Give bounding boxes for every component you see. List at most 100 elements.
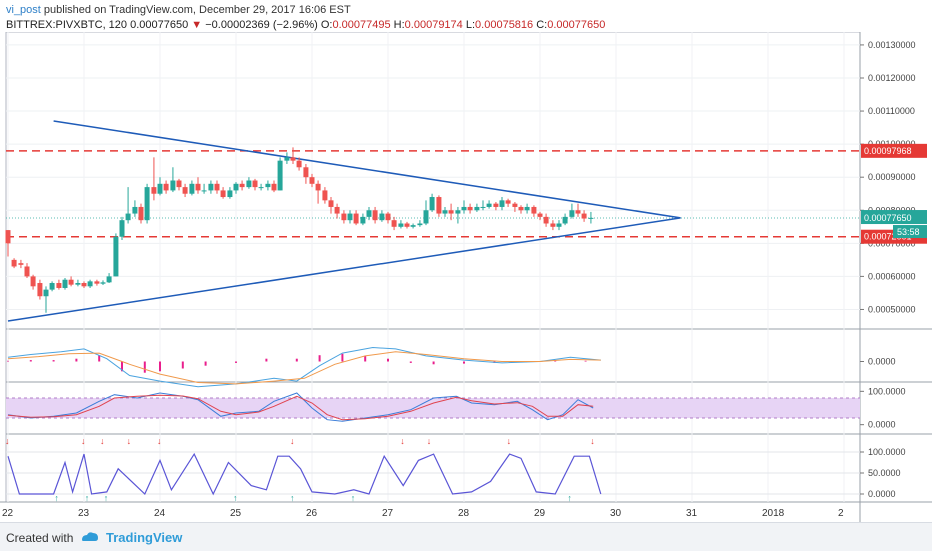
- tradingview-brand[interactable]: TradingView: [106, 530, 183, 545]
- y-tick-label: 0.00110000: [868, 106, 915, 116]
- candle-body: [537, 213, 543, 217]
- osc-line: [7, 452, 602, 496]
- candle-body: [49, 283, 55, 290]
- close-label: C:: [536, 19, 548, 31]
- candle-body: [410, 225, 416, 227]
- candle-body: [322, 190, 328, 201]
- change-value: −0.00002369 (−2.96%): [205, 19, 318, 31]
- candle-body: [18, 263, 24, 265]
- candle-body: [442, 210, 448, 214]
- sell-arrow-icon: ↓: [81, 436, 86, 446]
- sell-arrow-icon: ↓: [100, 436, 105, 446]
- last-price-tag-label: 0.00077650: [864, 213, 912, 223]
- osc-tick-label: 0.0000: [868, 489, 896, 499]
- candle-body: [531, 206, 537, 214]
- candle-body: [5, 230, 11, 244]
- countdown-label: 53:58: [897, 227, 920, 237]
- close-value: 0.00077650: [547, 19, 606, 31]
- candle-body: [512, 203, 518, 207]
- buy-arrow-icon: ↑: [351, 493, 356, 503]
- ohlc-line: BITTREX:PIVXBTC, 120 0.00077650 ▼ −0.000…: [6, 18, 605, 32]
- macd-tick-label: 0.0000: [868, 357, 896, 367]
- candle-body: [398, 223, 404, 227]
- footer-bar: Created with TradingView: [0, 522, 932, 551]
- high-value: 0.00079174: [404, 19, 463, 31]
- tradingview-cloud-icon[interactable]: [80, 529, 100, 543]
- candle-body: [334, 206, 340, 214]
- buy-arrow-icon: ↑: [233, 493, 238, 503]
- buy-arrow-icon: ↑: [85, 493, 90, 503]
- candle-body: [132, 206, 138, 214]
- buy-arrow-icon: ↑: [290, 493, 295, 503]
- candle-body: [11, 259, 17, 267]
- candle-body: [284, 157, 290, 161]
- candle-body: [208, 183, 214, 191]
- candle-body: [176, 180, 182, 188]
- candle-body: [499, 200, 505, 207]
- sell-arrow-icon: ↓: [127, 436, 132, 446]
- candle-body: [239, 183, 245, 188]
- author-link[interactable]: vi_post: [6, 4, 41, 16]
- candle-body: [246, 180, 252, 188]
- candle-body: [505, 200, 511, 204]
- candle-body: [277, 160, 283, 191]
- sell-arrow-icon: ↓: [157, 436, 162, 446]
- plot-frame: [5, 31, 861, 503]
- x-tick-label: 24: [154, 508, 166, 519]
- x-tick-label: 25: [230, 508, 242, 519]
- y-tick-label: 0.00090000: [868, 172, 916, 182]
- level-tag: [861, 143, 927, 158]
- candle-body: [493, 203, 499, 207]
- candle-body: [315, 183, 321, 191]
- trendline: [7, 217, 681, 322]
- sell-arrow-icon: ↓: [507, 436, 512, 446]
- chart-svg[interactable]: 0.000500000.000600000.000700000.00080000…: [0, 31, 932, 522]
- candle-body: [480, 206, 486, 208]
- stoch-d-line: [7, 394, 594, 421]
- candle-body: [366, 210, 372, 217]
- low-label: L:: [465, 19, 476, 31]
- candle-body: [436, 197, 442, 214]
- candle-body: [37, 283, 43, 297]
- level-tag-label: 0.00072001: [864, 232, 912, 242]
- candle-body: [220, 190, 226, 198]
- candle-body: [417, 223, 423, 226]
- candle-body: [182, 187, 188, 194]
- candle-body: [151, 187, 157, 194]
- candle-body: [391, 220, 397, 227]
- candle-body: [455, 210, 461, 214]
- candle-body: [372, 210, 378, 221]
- candle-body: [43, 289, 49, 297]
- candle-body: [125, 213, 131, 221]
- candle-body: [258, 187, 264, 189]
- osc-tick-label: 50.0000: [868, 468, 901, 478]
- candle-body: [303, 167, 309, 178]
- candle-body: [189, 183, 195, 194]
- candle-body: [360, 216, 366, 224]
- x-tick-label: 30: [610, 508, 622, 519]
- candle-body: [562, 216, 568, 224]
- candle-body: [170, 180, 176, 191]
- candle-body: [347, 213, 353, 221]
- candle-body: [379, 213, 385, 221]
- candle-body: [524, 206, 530, 211]
- stoch-tick-label: 100.0000: [868, 386, 906, 396]
- sell-arrow-icon: ↓: [290, 436, 295, 446]
- countdown-tag: [893, 225, 927, 239]
- x-tick-label: 2: [838, 508, 844, 519]
- high-label: H:: [393, 19, 405, 31]
- candle-body: [87, 281, 93, 287]
- open-value: 0.00077495: [332, 19, 391, 31]
- chart-area[interactable]: 0.000500000.000600000.000700000.00080000…: [0, 31, 932, 522]
- x-tick-label: 26: [306, 508, 318, 519]
- candle-body: [353, 213, 359, 224]
- candle-body: [252, 180, 258, 188]
- candle-body: [569, 210, 575, 217]
- y-tick-label: 0.00120000: [868, 73, 916, 83]
- candle-body: [157, 183, 163, 194]
- candle-body: [214, 183, 220, 191]
- macd-signal-line: [7, 351, 601, 385]
- candle-body: [144, 187, 150, 221]
- candle-body: [423, 210, 429, 224]
- sell-arrow-icon: ↓: [400, 436, 405, 446]
